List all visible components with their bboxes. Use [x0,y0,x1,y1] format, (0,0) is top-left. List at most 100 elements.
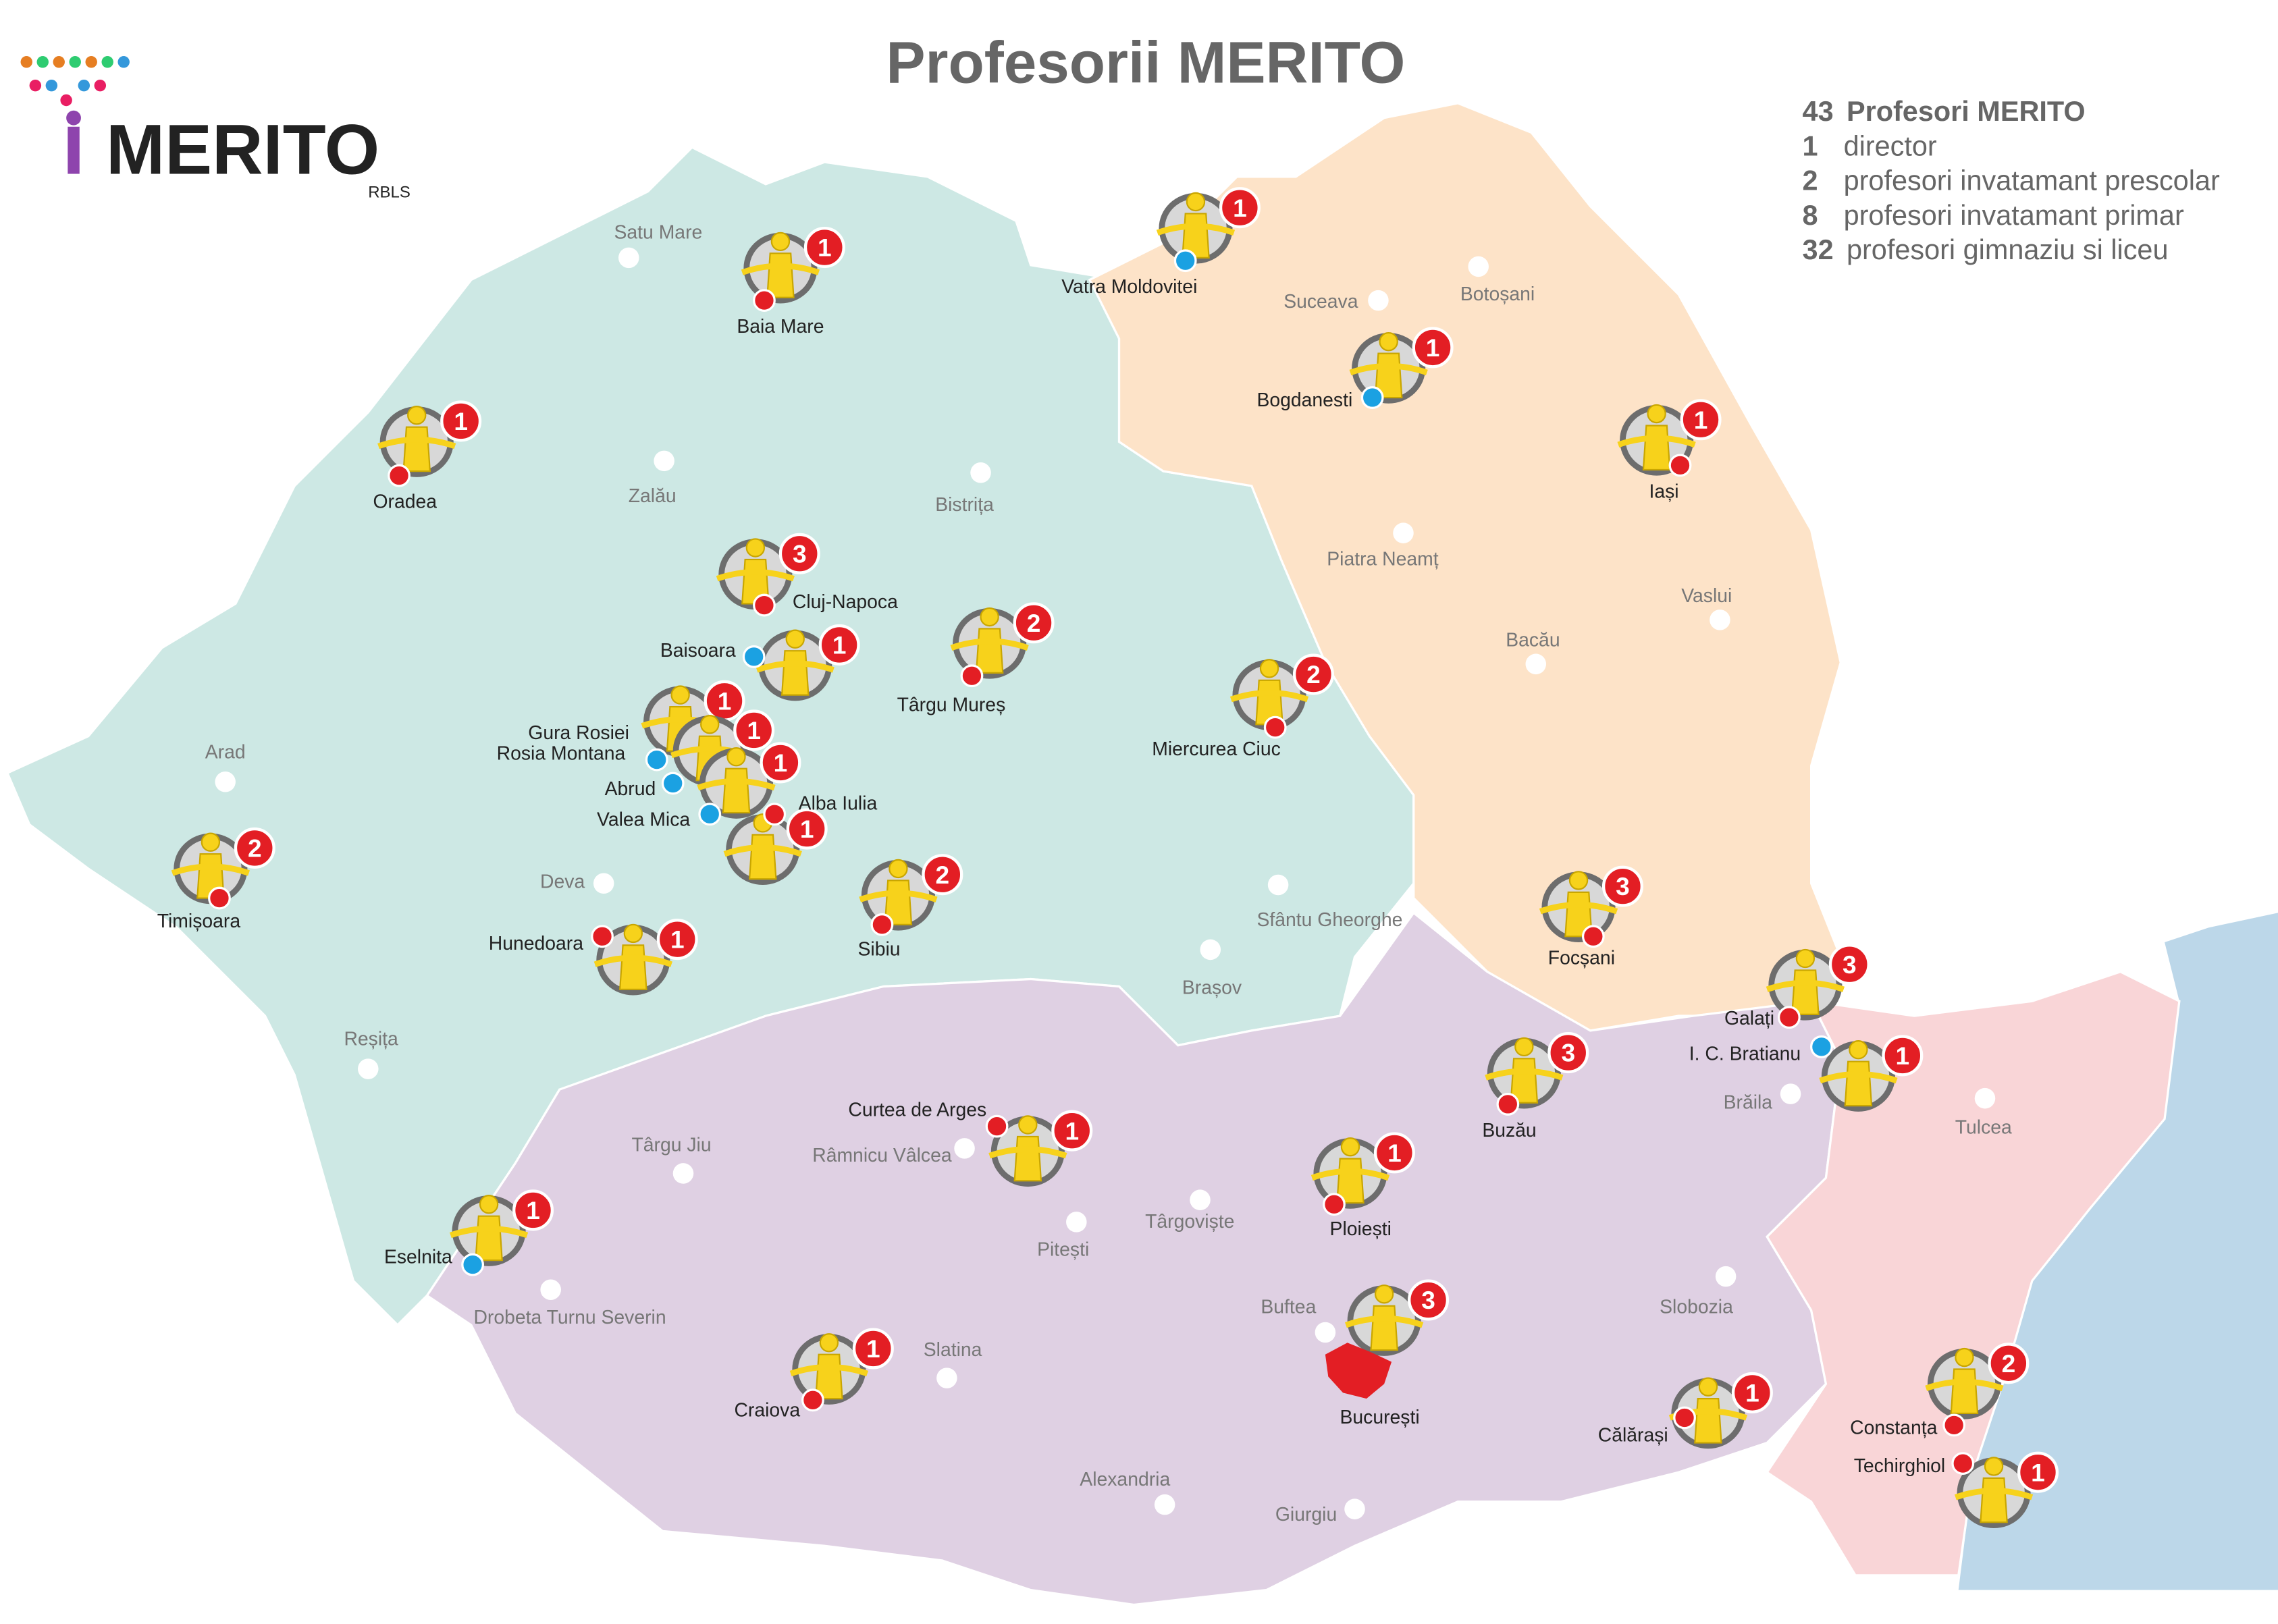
count-label: 1 [1896,1041,1910,1070]
location-dot [388,464,410,487]
icon-arms [1349,362,1428,376]
icon-arms [1345,1315,1424,1328]
icon-head [889,859,908,879]
count-label: 1 [1065,1116,1079,1145]
count-label: 1 [832,631,847,659]
location-dot [1581,925,1605,948]
teacher-icon [950,607,1029,679]
icon-body [1642,425,1671,471]
teacher-icon [1156,192,1236,264]
legend-text: profesori gimnaziu si liceu [1847,234,2169,265]
city-label: Suceava [1283,291,1358,313]
teacher-icon [1349,331,1428,404]
city-label: Tulcea [1955,1117,2012,1139]
city-dot [1468,256,1489,277]
teacher-icon [1819,1040,1898,1112]
icon-head [670,685,690,705]
marker-label: Ploiești [1330,1218,1392,1240]
city-label: Drobeta Turnu Severin [473,1307,666,1328]
city-label: Târgoviște [1145,1211,1234,1233]
city-shape [1325,1343,1392,1399]
teacher-icon [171,832,250,904]
marker-label: Curtea de Arges [848,1099,986,1120]
icon-arms [1819,1071,1898,1084]
count-badge [1547,1032,1589,1074]
count-label: 1 [818,234,832,262]
city-label: Târgu Jiu [631,1135,711,1156]
count-badge [818,624,860,666]
city-label: Vaslui [1681,585,1732,607]
teacher-icon [377,406,456,477]
count-badge [1680,399,1722,441]
legend-text: profesori invatamant primar [1844,199,2184,231]
location-dot [645,748,668,772]
marker-label: Craiova [734,1399,800,1421]
location-dot [1496,1093,1520,1116]
icon-body [722,767,751,814]
icon-head [1018,1115,1038,1135]
teacher-icon [1539,871,1618,943]
icon-head [1259,659,1279,678]
icon-head [1514,1037,1534,1057]
legend-count: 1 [1803,130,1818,161]
city-dot [1267,874,1289,896]
icon-head [1568,871,1589,890]
city-label: Piatra Neamț [1327,549,1439,570]
icon-arms [950,638,1029,651]
count-label: 2 [248,834,262,863]
count-label: 3 [1561,1039,1575,1067]
city-label: Arad [205,741,246,763]
location-dot [1668,454,1692,477]
location-dot [1173,249,1197,273]
count-badge [1828,944,1870,985]
logo: MERITO RBLS [20,56,410,201]
icon-head [1698,1377,1718,1397]
location-dot [1263,715,1287,739]
icon-arms [697,778,776,791]
count-label: 2 [2002,1349,2016,1378]
marker-label: Focșani [1548,948,1615,969]
marker-label: Miercurea Ciuc [1152,738,1281,760]
teacher-icon [988,1115,1067,1187]
legend-count: 8 [1803,199,1818,231]
city-label: Deva [540,871,585,892]
marker-label: Călărași [1598,1424,1668,1446]
icon-body [780,650,810,696]
count-badge [1051,1110,1093,1152]
location-dot [985,1114,1009,1138]
icon-arms [723,844,802,857]
city-label: Satu Mare [614,222,703,244]
teacher-icon [716,538,795,610]
icon-head [1186,192,1206,212]
marker-label: Oradea [373,491,438,513]
count-badge [1601,865,1643,907]
count-badge [1412,327,1454,369]
teacher-icon [1229,659,1309,730]
teacher-icon [697,747,776,819]
count-label: 1 [1387,1139,1402,1167]
city-dot [1715,1266,1737,1287]
icon-arms [1766,979,1845,992]
city-dot [970,462,991,483]
teacher-icon [1617,404,1696,476]
count-badge [786,808,828,850]
icon-body [475,1215,503,1262]
city-label: Pitești [1037,1239,1089,1261]
city-label: Slobozia [1660,1297,1733,1318]
icon-body [1013,1135,1042,1182]
location-dot [753,289,776,313]
count-label: 1 [1426,333,1440,362]
legend-text: director [1844,130,1937,161]
teacher-icon [756,629,835,701]
marker-label: Abrud [605,778,656,800]
location-dot [698,803,722,826]
icon-arms [377,436,456,450]
city-dot [357,1058,379,1079]
count-badge [512,1189,554,1231]
count-badge [1292,653,1334,695]
icon-head [1379,331,1398,352]
icon-arms [1925,1378,2004,1391]
icon-head [1340,1137,1360,1157]
marker-label: Baia Mare [737,316,824,337]
count-badge [1373,1132,1415,1174]
